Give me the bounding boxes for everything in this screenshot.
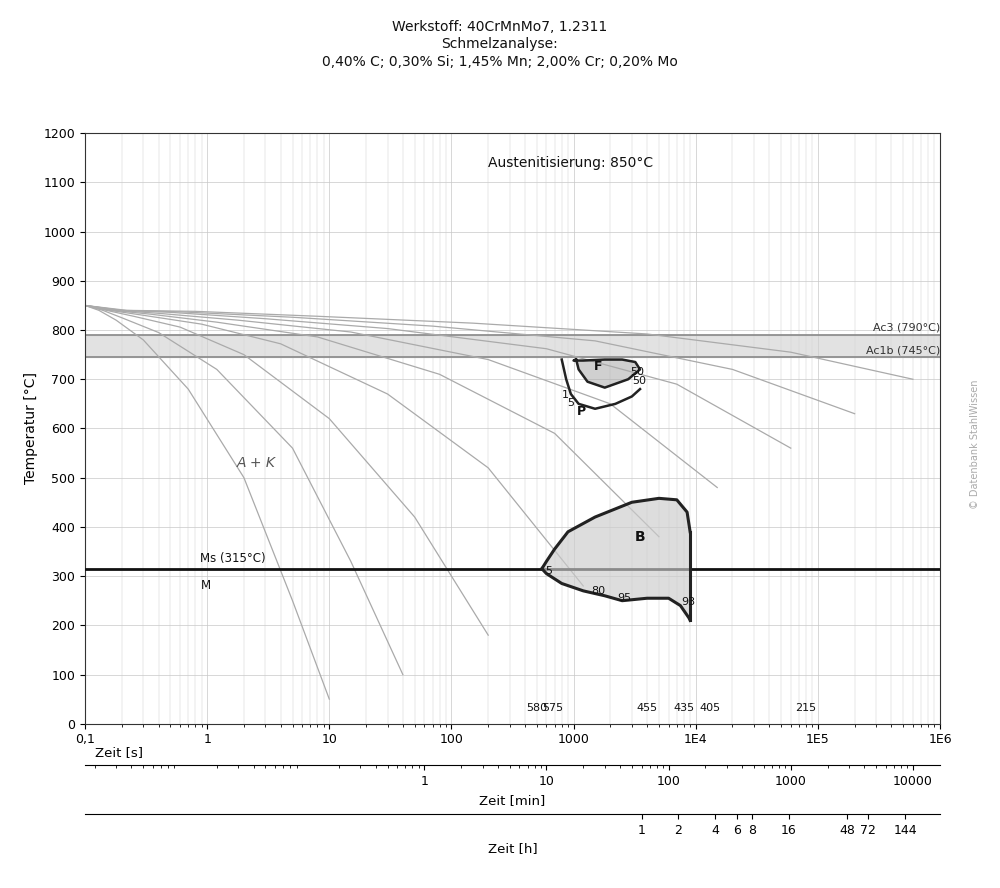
Text: 0,40% C; 0,30% Si; 1,45% Mn; 2,00% Cr; 0,20% Mo: 0,40% C; 0,30% Si; 1,45% Mn; 2,00% Cr; 0… bbox=[322, 55, 678, 69]
Polygon shape bbox=[574, 360, 640, 388]
Polygon shape bbox=[542, 498, 690, 621]
Text: 215: 215 bbox=[795, 703, 817, 713]
Text: 5: 5 bbox=[545, 567, 552, 576]
X-axis label: Zeit [h]: Zeit [h] bbox=[488, 843, 537, 855]
Text: B: B bbox=[635, 530, 645, 543]
Text: A + K: A + K bbox=[236, 456, 275, 470]
Text: 80: 80 bbox=[591, 586, 606, 596]
Text: Ac1b (745°C): Ac1b (745°C) bbox=[866, 345, 940, 355]
Text: P: P bbox=[576, 405, 586, 417]
Text: 5: 5 bbox=[567, 399, 574, 408]
Text: 455: 455 bbox=[637, 703, 658, 713]
Text: 580: 580 bbox=[526, 703, 547, 713]
Text: Schmelzanalyse:: Schmelzanalyse: bbox=[442, 37, 558, 52]
Y-axis label: Temperatur [°C]: Temperatur [°C] bbox=[24, 372, 38, 485]
Text: 1: 1 bbox=[561, 390, 568, 400]
Text: F: F bbox=[594, 361, 603, 374]
Bar bbox=[85, 335, 940, 357]
Text: Ms (315°C): Ms (315°C) bbox=[200, 551, 266, 565]
Text: Zeit [s]: Zeit [s] bbox=[95, 746, 143, 759]
Text: 50: 50 bbox=[632, 376, 646, 385]
Text: 50: 50 bbox=[630, 367, 644, 377]
Text: Ac3 (790°C): Ac3 (790°C) bbox=[873, 323, 940, 333]
Text: 575: 575 bbox=[543, 703, 564, 713]
Text: 405: 405 bbox=[699, 703, 720, 713]
Text: 435: 435 bbox=[673, 703, 694, 713]
Text: M: M bbox=[200, 579, 211, 591]
Text: 95: 95 bbox=[617, 593, 631, 603]
Text: © Datenbank StahlWissen: © Datenbank StahlWissen bbox=[970, 379, 980, 509]
Text: Austenitisierung: 850°C: Austenitisierung: 850°C bbox=[488, 155, 653, 170]
Text: Werkstoff: 40CrMnMo7, 1.2311: Werkstoff: 40CrMnMo7, 1.2311 bbox=[392, 20, 608, 34]
X-axis label: Zeit [min]: Zeit [min] bbox=[479, 794, 546, 806]
Text: 93: 93 bbox=[681, 597, 695, 607]
